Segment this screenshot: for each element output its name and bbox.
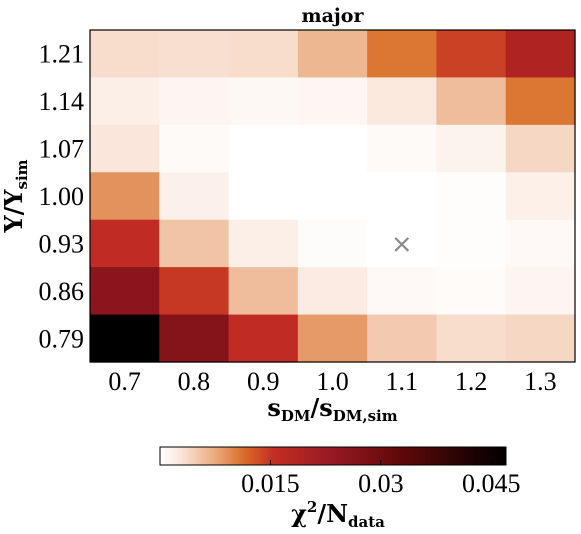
x-tick-label: 1.3 <box>524 367 557 396</box>
heatmap-cell <box>90 314 160 363</box>
x-axis-label-sub: DM <box>281 407 311 425</box>
heatmap-cell <box>90 124 160 173</box>
heatmap-cell <box>297 124 368 173</box>
heatmap-cell <box>297 77 368 126</box>
y-axis-label-sep: / <box>0 206 28 215</box>
heatmap-cell <box>436 267 507 316</box>
heatmap-cell <box>367 124 438 173</box>
heatmap-cell <box>159 77 230 126</box>
heatmap-cell <box>436 172 507 221</box>
colorbar-tick-label: 0.03 <box>358 469 404 498</box>
colorbar-label-main: χ <box>291 499 307 528</box>
heatmap-cell <box>505 267 576 316</box>
colorbar-label-sub2: data <box>348 513 385 531</box>
x-tick-label: 1.0 <box>316 367 349 396</box>
heatmap-cell <box>505 314 576 363</box>
heatmap-cell <box>159 124 230 173</box>
heatmap-cell <box>228 172 299 221</box>
x-tick-label: 1.2 <box>455 367 488 396</box>
heatmap-cell <box>505 124 576 173</box>
x-tick-label: 0.9 <box>247 367 280 396</box>
y-tick-label: 1.21 <box>39 40 85 69</box>
colorbar-label-main2: N <box>326 499 348 528</box>
x-axis-label-main2: s <box>319 393 333 422</box>
heatmap-cells <box>90 30 576 363</box>
heatmap-cell <box>159 219 230 268</box>
heatmap-cell <box>367 219 438 268</box>
colorbar-tick-label: 0.015 <box>241 469 300 498</box>
colorbar-ticks: 0.015 0.03 0.045 <box>241 460 521 498</box>
heatmap-cell <box>159 267 230 316</box>
heatmap-cell <box>367 172 438 221</box>
heatmap-cell <box>159 314 230 363</box>
y-tick-label: 0.93 <box>39 229 85 258</box>
heatmap-cell <box>159 30 230 79</box>
x-tick-label: 1.1 <box>386 367 419 396</box>
heatmap-cell <box>228 267 299 316</box>
y-tick-label: 1.07 <box>39 135 85 164</box>
heatmap-cell <box>436 314 507 363</box>
heatmap-cell <box>367 77 438 126</box>
x-tick-labels: 0.7 0.8 0.9 1.0 1.1 1.2 1.3 <box>108 367 556 396</box>
heatmap-cell <box>90 30 160 79</box>
y-tick-label: 1.00 <box>39 182 85 211</box>
plot-frame <box>89 29 576 363</box>
y-tick-label: 0.86 <box>39 277 85 306</box>
colorbar-tick-label: 0.045 <box>462 469 521 498</box>
y-axis-label-main: Υ <box>0 215 28 234</box>
heatmap-cell <box>297 172 368 221</box>
heatmap-cell <box>228 219 299 268</box>
heatmap-cell <box>436 219 507 268</box>
heatmap-cell <box>436 30 507 79</box>
heatmap-cell <box>367 267 438 316</box>
heatmap-cell <box>90 77 160 126</box>
x-tick-label: 0.8 <box>178 367 211 396</box>
heatmap-cell <box>297 30 368 79</box>
y-axis-label-main2: Υ <box>0 189 28 208</box>
heatmap-cell <box>367 314 438 363</box>
x-axis-label-sub2: DM,sim <box>333 407 398 425</box>
heatmap-cell <box>228 77 299 126</box>
y-tick-labels: 1.21 1.14 1.07 1.00 0.93 0.86 0.79 <box>39 40 85 354</box>
best-fit-marker-symbol: × <box>391 229 413 259</box>
heatmap-cell <box>436 77 507 126</box>
heatmap-cell <box>505 30 576 79</box>
x-axis-label-main: s <box>267 393 281 422</box>
heatmap-cell <box>436 124 507 173</box>
heatmap-cell <box>297 267 368 316</box>
y-tick-label: 0.79 <box>39 324 85 353</box>
heatmap-cell <box>228 124 299 173</box>
heatmap-cell <box>90 267 160 316</box>
y-axis-label: Υ/Υsim <box>0 159 31 233</box>
heatmap-cell <box>90 172 160 221</box>
colorbar <box>159 446 507 466</box>
colorbar-label-sup: 2 <box>307 498 317 516</box>
colorbar-label-sep: / <box>317 499 326 528</box>
colorbar-label: χ2/Ndata <box>291 498 385 531</box>
heatmap-cell <box>159 172 230 221</box>
heatmap-cell <box>297 314 368 363</box>
x-tick-label: 0.7 <box>108 367 141 396</box>
x-axis-label: sDM/sDM,sim <box>267 393 397 425</box>
x-axis-label-sep: / <box>311 393 320 422</box>
heatmap-cell <box>505 172 576 221</box>
heatmap-cell <box>90 219 160 268</box>
y-tick-label: 1.14 <box>39 87 85 116</box>
heatmap-cell <box>505 219 576 268</box>
heatmap-cell <box>228 314 299 363</box>
heatmap-cell <box>505 77 576 126</box>
heatmap-cell <box>297 219 368 268</box>
y-axis-label-sub2: sim <box>13 159 31 189</box>
best-fit-marker: × <box>391 229 413 259</box>
heatmap-cell <box>367 30 438 79</box>
chart-title: major <box>302 5 365 27</box>
heatmap-cell <box>228 30 299 79</box>
